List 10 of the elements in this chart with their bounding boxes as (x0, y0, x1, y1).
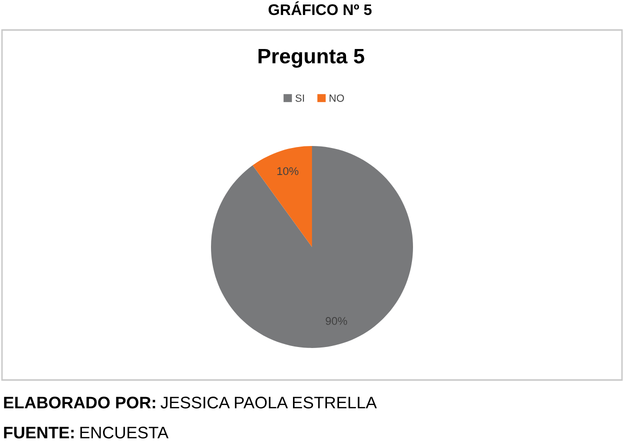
pie-slice (252, 146, 312, 247)
text: GRÁFICO Nº 5 (268, 1, 372, 16)
legend-label: SI (295, 94, 304, 102)
pie-slice (211, 146, 413, 348)
data-label: 90% (326, 317, 348, 325)
legend-label: NO (330, 94, 344, 102)
text: ELABORADO POR: JESSICA PAOLA ESTRELLA (4, 396, 377, 408)
chart-title: Pregunta 5 (258, 48, 364, 68)
data-label: 10% (277, 167, 298, 176)
source-note: FUENTE: ENCUESTA (4, 426, 168, 438)
